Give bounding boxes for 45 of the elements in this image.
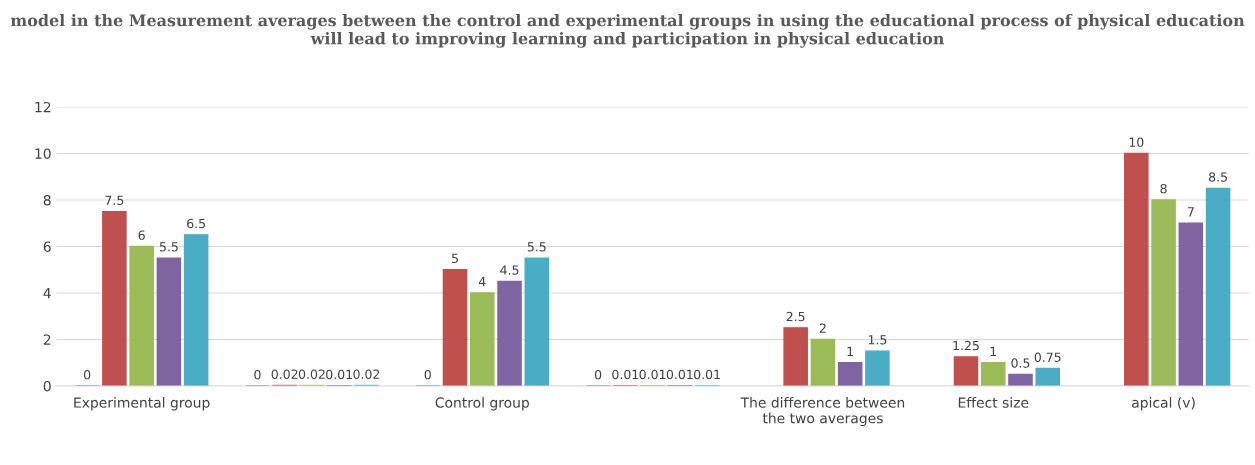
data-label: 1 [847,346,853,356]
y-tick-label: 0 [43,380,51,392]
y-tick-label: 2 [43,334,51,345]
data-label: 8.5 [1208,172,1227,182]
data-label: 0.01 [694,369,720,380]
data-label: 1.25 [953,340,979,351]
data-label: 10 [1129,137,1144,147]
data-label: 7.5 [105,195,124,205]
data-label: 7 [1187,207,1194,217]
y-tick-label: 12 [35,101,51,113]
y-tick-label: 8 [43,194,51,206]
data-label: 0.02 [298,369,325,379]
data-label: 4.5 [500,265,519,275]
data-label: 1 [990,346,997,356]
data-label: 0 [424,369,431,380]
data-label: 2 [819,323,826,333]
data-label: 4 [478,277,486,287]
data-label: 0 [594,369,602,380]
chart-title: model in the Measurement averages between the control and experimental groups in using the educational process of physical education will lead to improving learning and participation in physical education [10,13,1245,48]
data-label: 0.01 [612,369,639,380]
data-label: 0.5 [1011,358,1030,368]
data-label: 5 [452,253,458,264]
data-label: 0.75 [1034,352,1061,362]
y-tick-label: 6 [43,241,51,252]
data-label: 0.02 [353,369,380,379]
data-label: 0.01 [639,369,666,380]
data-label: 2.5 [786,311,805,322]
data-label: 0.01 [666,369,693,380]
data-label: 0 [254,369,261,380]
data-label: 6 [138,230,145,240]
y-tick-label: 4 [43,288,51,299]
x-tick-label: Control group [435,397,529,411]
x-tick-label: The difference between the two averages [740,397,905,427]
data-label: 5.5 [527,242,546,252]
x-tick-label: Effect size [958,397,1029,408]
data-label: 0 [83,369,91,380]
data-label: 1.5 [868,335,887,345]
data-label: 6.5 [187,218,205,229]
data-label: 8 [1160,183,1167,194]
data-label: 5.5 [159,242,178,252]
x-tick-label: Experimental group [74,397,210,411]
data-label: 0.02 [271,369,298,379]
x-tick-label: apical (v) [1132,397,1195,411]
y-tick-label: 10 [35,148,51,159]
data-label: 0.01 [326,369,352,380]
